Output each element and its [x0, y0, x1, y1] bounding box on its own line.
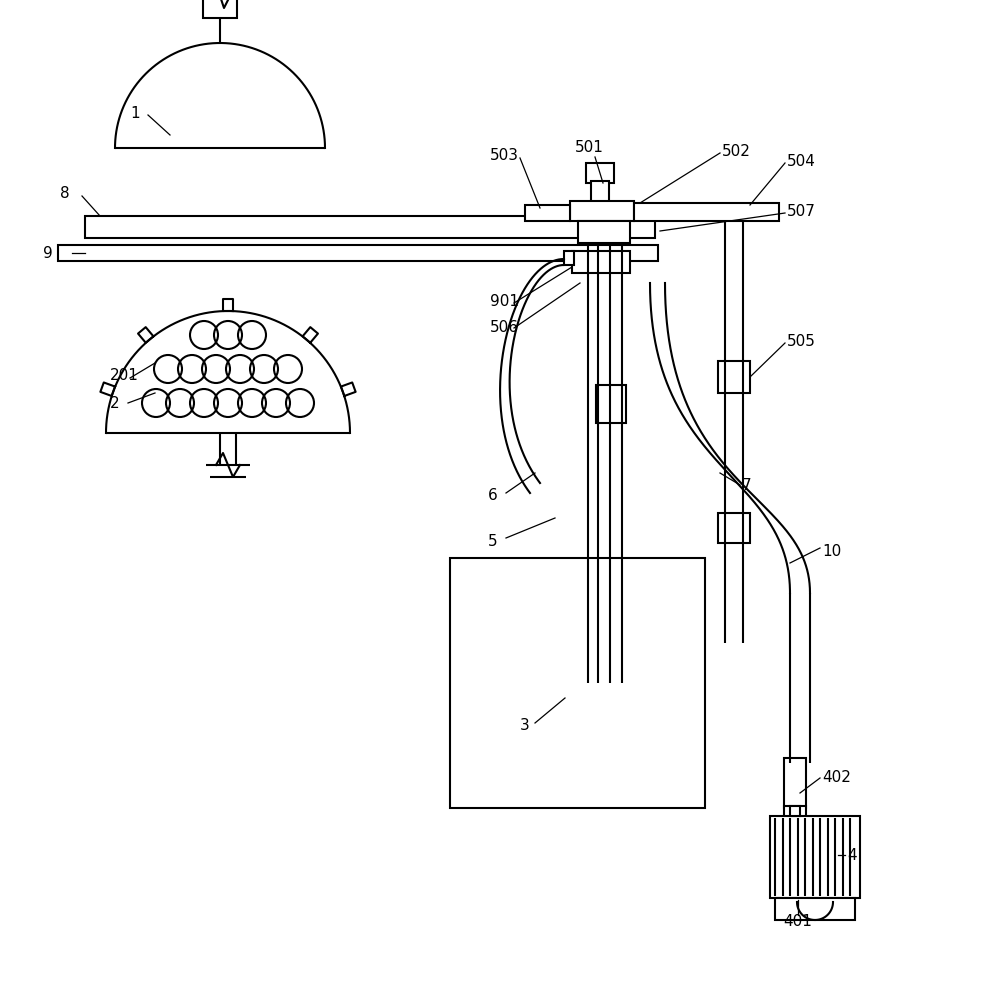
Bar — [58, 245, 658, 261]
Text: 501: 501 — [575, 141, 604, 155]
Bar — [578, 221, 630, 243]
Text: 8: 8 — [60, 186, 70, 201]
Bar — [775, 898, 855, 920]
Bar — [586, 163, 614, 183]
Text: 201: 201 — [110, 368, 139, 382]
Text: 9: 9 — [43, 246, 53, 260]
Text: 507: 507 — [787, 203, 816, 218]
Text: 504: 504 — [787, 153, 816, 168]
Text: 402: 402 — [822, 771, 851, 785]
Bar — [570, 201, 634, 221]
Bar — [591, 181, 609, 203]
Text: 503: 503 — [490, 148, 519, 163]
Bar — [718, 361, 750, 393]
Text: 4: 4 — [847, 847, 857, 862]
Text: 901: 901 — [490, 294, 519, 309]
Bar — [525, 205, 570, 221]
Bar — [203, 0, 237, 18]
Text: 401: 401 — [783, 913, 812, 929]
Text: 2: 2 — [110, 395, 120, 411]
Bar — [450, 558, 705, 808]
Text: 505: 505 — [787, 333, 816, 349]
Bar — [564, 251, 574, 265]
Text: 1: 1 — [130, 105, 140, 121]
Text: 506: 506 — [490, 320, 519, 335]
Text: 5: 5 — [488, 534, 498, 549]
Text: 6: 6 — [488, 488, 498, 502]
Bar — [718, 513, 750, 543]
Bar — [572, 251, 630, 273]
Text: 7: 7 — [742, 479, 752, 493]
Bar — [784, 806, 806, 818]
Text: 502: 502 — [722, 144, 751, 158]
Bar — [784, 758, 806, 808]
Bar — [770, 816, 860, 898]
Bar — [85, 216, 655, 238]
Bar — [790, 806, 800, 816]
Text: 3: 3 — [520, 718, 530, 732]
Bar — [596, 385, 626, 423]
Bar — [634, 203, 779, 221]
Text: 10: 10 — [822, 544, 841, 558]
